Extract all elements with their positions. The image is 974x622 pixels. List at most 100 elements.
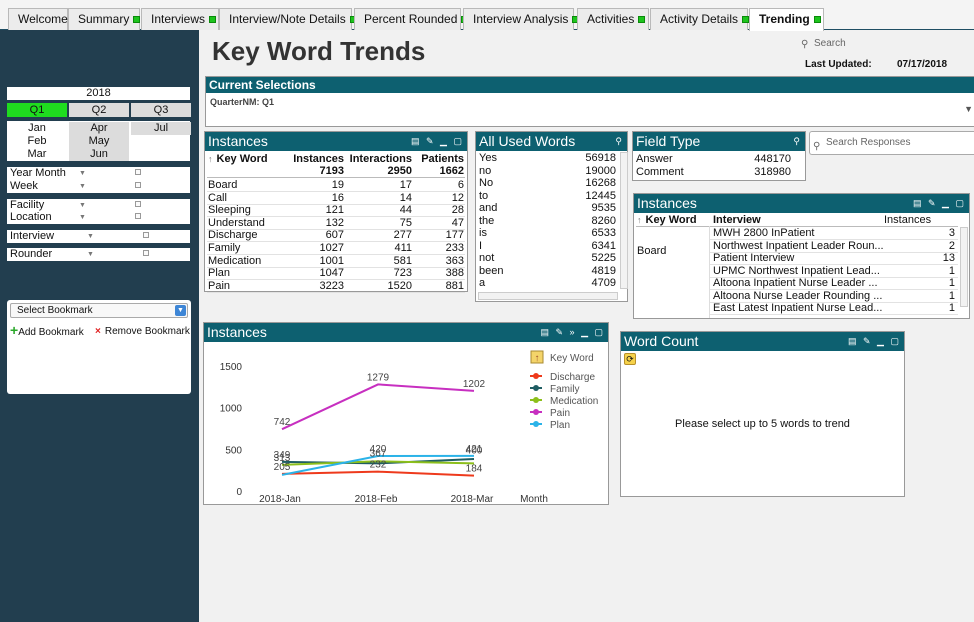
month-apr[interactable]: Apr bbox=[69, 122, 129, 135]
month-jun[interactable]: Jun bbox=[69, 148, 129, 161]
panel-controls-icon[interactable]: ▤ ✎ » ▁ ▢ bbox=[540, 327, 605, 337]
chevron-down-icon[interactable]: ▼ bbox=[87, 251, 94, 258]
series-line-medication bbox=[281, 460, 475, 466]
interview-cell[interactable]: UPMC Northwest Inpatient Lead... bbox=[713, 264, 880, 277]
keyword-cell[interactable]: Board bbox=[208, 179, 238, 191]
word-item[interactable]: I bbox=[479, 239, 483, 252]
tab-welcome[interactable]: Welcome bbox=[8, 8, 68, 30]
bookmark-select[interactable]: Select Bookmark ▼ bbox=[10, 303, 188, 318]
word-item[interactable]: been bbox=[479, 264, 504, 277]
quarter-q1[interactable]: Q1 bbox=[7, 103, 67, 117]
search-icon[interactable]: ⚲ bbox=[793, 136, 802, 146]
month-jan[interactable]: Jan bbox=[7, 122, 67, 135]
keyword-cell[interactable]: Plan bbox=[208, 267, 231, 280]
refresh-icon[interactable]: ⟳ bbox=[624, 353, 636, 365]
word-item[interactable]: the bbox=[479, 214, 495, 227]
search-icon[interactable]: ⚲ bbox=[615, 136, 624, 146]
keyword-cell[interactable]: Family bbox=[208, 242, 241, 254]
chevron-down-icon[interactable]: ▼ bbox=[964, 104, 973, 114]
quarter-q3[interactable]: Q3 bbox=[131, 103, 191, 117]
column-header[interactable]: Interview bbox=[713, 214, 761, 226]
keyword-cell[interactable]: Understand bbox=[208, 216, 265, 229]
chevron-down-icon[interactable]: ▼ bbox=[79, 170, 86, 177]
interview-cell[interactable]: East Latest Inpatient Nurse Lead... bbox=[713, 302, 883, 314]
checkbox[interactable] bbox=[143, 232, 149, 238]
search-responses-input[interactable]: ⚲ Search Responses bbox=[809, 131, 974, 155]
month-feb[interactable]: Feb bbox=[7, 135, 67, 148]
chevron-down-icon[interactable]: ▼ bbox=[175, 305, 186, 316]
keyword-cell[interactable]: Board bbox=[637, 245, 667, 257]
remove-bookmark-button[interactable]: × Remove Bookmark bbox=[95, 326, 190, 337]
chevron-down-icon[interactable]: ▼ bbox=[79, 214, 86, 221]
word-item[interactable]: No bbox=[479, 177, 494, 189]
chevron-down-icon[interactable]: ▼ bbox=[79, 202, 86, 209]
word-item[interactable]: Yes bbox=[479, 152, 497, 164]
word-item[interactable]: a bbox=[479, 277, 486, 289]
tab-activities[interactable]: Activities bbox=[577, 8, 649, 30]
tab-trending[interactable]: Trending bbox=[749, 8, 824, 31]
vertical-scrollbar[interactable] bbox=[620, 152, 628, 289]
column-header[interactable]: Instances bbox=[284, 153, 344, 165]
word-item[interactable]: and bbox=[479, 202, 498, 214]
column-header[interactable]: ↑ Key Word bbox=[208, 153, 283, 165]
checkbox[interactable] bbox=[135, 182, 141, 188]
chevron-down-icon[interactable]: ▼ bbox=[87, 233, 94, 240]
column-header[interactable]: Interactions bbox=[345, 153, 412, 165]
keyword-cell[interactable]: Pain bbox=[208, 279, 231, 292]
panel-controls-icon[interactable]: ▤ ✎ ▁ ▢ bbox=[913, 198, 966, 208]
filter-interview[interactable]: Interview ▼ bbox=[7, 230, 190, 243]
checkbox[interactable] bbox=[143, 250, 149, 256]
checkbox[interactable] bbox=[135, 169, 141, 175]
tab-activity-details[interactable]: Activity Details bbox=[650, 8, 750, 30]
data-label: 184 bbox=[466, 464, 483, 475]
vertical-scrollbar[interactable] bbox=[960, 227, 968, 307]
checkbox[interactable] bbox=[135, 201, 141, 207]
word-count: 5225 bbox=[591, 252, 616, 264]
word-item[interactable]: not bbox=[479, 252, 495, 264]
month-mar[interactable]: Mar bbox=[7, 148, 67, 161]
instance-count: 1 bbox=[948, 289, 955, 302]
word-item[interactable]: no bbox=[479, 164, 492, 177]
filter-year-month[interactable]: Year Month ▼ bbox=[7, 167, 190, 180]
interview-cell[interactable]: Northwest Inpatient Leader Roun... bbox=[713, 239, 883, 252]
interview-cell[interactable]: Altoona Nurse Leader Rounding ... bbox=[713, 289, 883, 302]
filter-location[interactable]: Location ▼ bbox=[7, 211, 190, 224]
search-input[interactable]: ⚲ Search bbox=[798, 36, 974, 53]
column-header[interactable]: ↑ Key Word bbox=[637, 214, 697, 226]
month-may[interactable]: May bbox=[69, 135, 129, 148]
quarter-q2[interactable]: Q2 bbox=[69, 103, 129, 117]
interview-cell[interactable]: Altoona Inpatient Nurse Leader ... bbox=[713, 277, 878, 289]
panel-controls-icon[interactable]: ▤ ✎ ▁ ▢ bbox=[411, 136, 464, 146]
panel-controls-icon[interactable]: ▤ ✎ ▁ ▢ bbox=[848, 336, 901, 346]
field-type-item[interactable]: Answer bbox=[636, 153, 673, 165]
month-jul[interactable]: Jul bbox=[131, 122, 191, 135]
filter-week[interactable]: Week ▼ bbox=[7, 180, 190, 193]
tab-interview-note-details[interactable]: Interview/Note Details bbox=[219, 8, 357, 30]
word-item[interactable]: to bbox=[479, 189, 489, 202]
column-header[interactable]: Patients bbox=[414, 153, 464, 165]
interview-cell[interactable]: MWH 2800 InPatient bbox=[713, 227, 815, 239]
value-cell: 723 bbox=[393, 267, 412, 280]
add-bookmark-button[interactable]: +Add Bookmark bbox=[10, 323, 84, 338]
year-filter[interactable]: 2018 bbox=[7, 87, 190, 100]
tab-interviews[interactable]: Interviews bbox=[141, 8, 219, 30]
filter-facility[interactable]: Facility ▼ bbox=[7, 199, 190, 212]
keyword-cell[interactable]: Call bbox=[208, 191, 227, 204]
column-header[interactable]: Instances bbox=[884, 214, 931, 226]
keyword-cell[interactable]: Sleeping bbox=[208, 204, 251, 217]
keyword-cell[interactable]: Medication bbox=[208, 254, 262, 267]
tab-percent-rounded[interactable]: Percent Rounded bbox=[354, 8, 469, 30]
legend-marker bbox=[533, 397, 539, 403]
x-tick-label: 2018-Mar bbox=[451, 494, 494, 504]
horizontal-scrollbar[interactable] bbox=[478, 292, 618, 300]
checkbox[interactable] bbox=[135, 213, 141, 219]
tab-summary[interactable]: Summary bbox=[68, 8, 141, 30]
word-item[interactable]: is bbox=[479, 227, 487, 239]
chevron-down-icon[interactable]: ▼ bbox=[79, 183, 86, 190]
tab-interview-analysis[interactable]: Interview Analysis bbox=[463, 8, 580, 30]
tab-label: Activity Details bbox=[660, 12, 739, 26]
filter-rounder[interactable]: Rounder ▼ bbox=[7, 248, 190, 261]
keyword-cell[interactable]: Discharge bbox=[208, 229, 258, 242]
field-type-item[interactable]: Comment bbox=[636, 166, 684, 178]
interview-cell[interactable]: Patient Interview bbox=[713, 252, 795, 264]
